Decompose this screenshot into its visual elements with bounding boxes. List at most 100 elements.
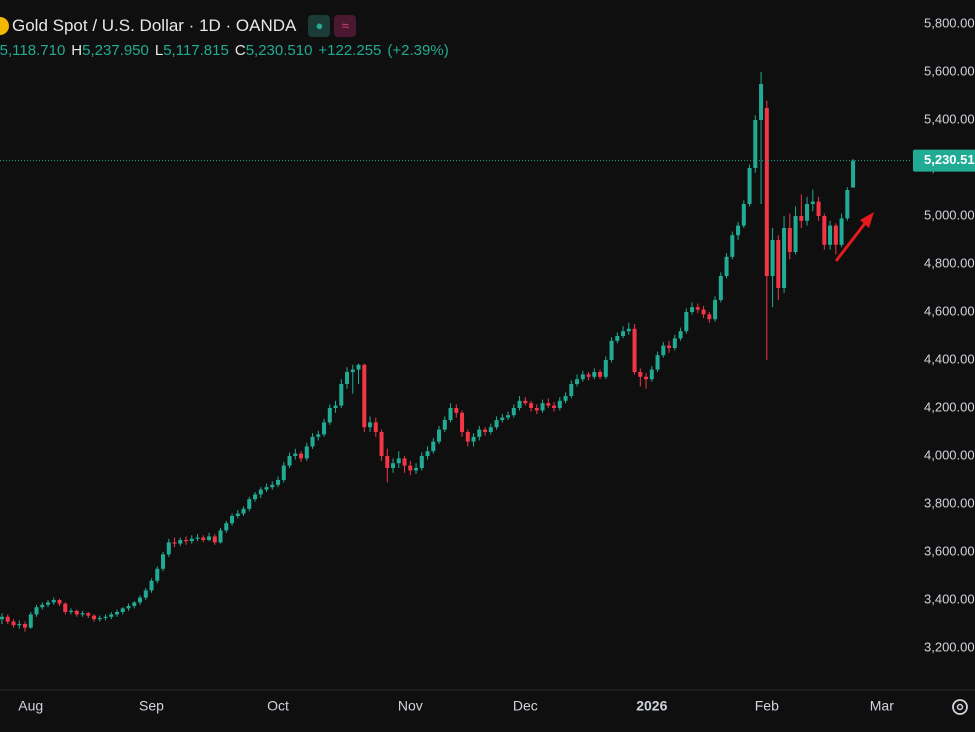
change-percent: (+2.39%): [387, 42, 449, 59]
candle-body: [207, 536, 212, 540]
candle-body: [822, 216, 827, 245]
ohlc-value: 5,118.710: [0, 42, 66, 59]
candle-body: [810, 201, 815, 204]
y-tick-label: 5,600.000: [924, 63, 975, 78]
candle-body: [529, 403, 534, 408]
candle-body: [695, 307, 700, 310]
candle-body: [690, 307, 695, 312]
candle-body: [718, 276, 723, 300]
candle-body: [580, 374, 585, 380]
candle-body: [442, 420, 447, 430]
candle-body: [448, 408, 453, 420]
arrow-shaft: [834, 221, 868, 262]
status-dot[interactable]: ●: [308, 15, 331, 37]
candle-body: [701, 309, 706, 315]
annotation-arrow: [834, 212, 874, 262]
ohlc-value: 5,230.510: [245, 42, 313, 59]
candle-body: [540, 403, 545, 411]
candle-body: [115, 612, 120, 615]
gear[interactable]: [952, 699, 968, 715]
candle-body: [69, 610, 74, 612]
x-tick-label: Feb: [755, 698, 779, 714]
candle-body: [764, 108, 769, 276]
candle-body: [661, 345, 666, 356]
y-tick-label: 3,400.000: [924, 591, 975, 606]
candle-body: [299, 453, 304, 459]
candle-body: [621, 331, 626, 336]
candle-body: [465, 432, 470, 442]
candle-body: [644, 376, 649, 380]
candle-body: [17, 624, 22, 626]
candle-body: [46, 602, 51, 605]
candle-body: [563, 396, 568, 401]
candle-body: [184, 540, 189, 542]
candle-body: [253, 494, 258, 500]
candle-body: [109, 614, 114, 617]
candle-body: [235, 513, 240, 516]
settings-icon[interactable]: [952, 699, 968, 715]
candle-body: [276, 480, 281, 485]
y-tick-label: 4,000.000: [924, 447, 975, 462]
candle-body: [649, 369, 654, 380]
candle-body: [603, 360, 608, 377]
candle-body: [833, 225, 838, 245]
candle-body: [414, 468, 419, 471]
candle-body: [431, 441, 436, 452]
x-tick-label: Oct: [267, 698, 289, 714]
candle-body: [402, 458, 407, 466]
candle-body: [195, 537, 200, 539]
candle-body: [419, 456, 424, 468]
ohlc-label: L: [154, 42, 164, 59]
y-tick-label: 5,800.000: [924, 15, 975, 30]
candle-body: [143, 590, 148, 598]
candle-body: [793, 216, 798, 252]
candle-body: [592, 372, 597, 377]
candle-body: [178, 540, 183, 544]
candle-body: [655, 355, 660, 370]
candle-body: [379, 432, 384, 456]
indicator-toggle[interactable]: ≈: [334, 15, 357, 37]
candle-body: [523, 400, 528, 404]
gear-center: [956, 703, 964, 711]
candle-body: [350, 369, 355, 372]
candle-body: [851, 160, 856, 188]
candle-body: [373, 422, 378, 432]
candle-body: [488, 427, 493, 432]
symbol-icon: [0, 17, 9, 35]
candle-body: [5, 616, 10, 622]
candle-body: [517, 400, 522, 408]
candle-body: [782, 228, 787, 288]
arrow-head: [860, 212, 874, 228]
candle-body: [632, 328, 637, 372]
candle-body: [155, 568, 160, 581]
candle-body: [506, 415, 511, 418]
candle-body: [396, 458, 401, 464]
candle-body: [471, 436, 476, 442]
candle-body: [586, 374, 591, 377]
candle-body: [51, 600, 56, 603]
ohlc-label: H: [71, 42, 83, 59]
x-tick-label: Nov: [398, 698, 423, 714]
candle-body: [500, 417, 505, 420]
candle-body: [172, 542, 177, 544]
y-tick-label: 3,200.000: [924, 639, 975, 654]
candle-body: [747, 168, 752, 204]
candle-body: [667, 345, 672, 348]
candle-body: [28, 614, 33, 628]
candle-body: [678, 331, 683, 339]
candle-body: [437, 429, 442, 442]
candle-body: [460, 412, 465, 432]
candle-body: [494, 420, 499, 428]
candle-body: [569, 384, 574, 396]
candle-body: [247, 499, 252, 509]
candle-body: [707, 314, 712, 320]
candle-body: [270, 484, 275, 488]
candle-body: [730, 235, 735, 257]
candle-body: [230, 516, 235, 524]
candle-body: [776, 240, 781, 288]
candle-body: [333, 405, 338, 408]
ohlc-row: O5,118.710H5,237.950L5,117.815C5,230.510…: [0, 42, 455, 59]
